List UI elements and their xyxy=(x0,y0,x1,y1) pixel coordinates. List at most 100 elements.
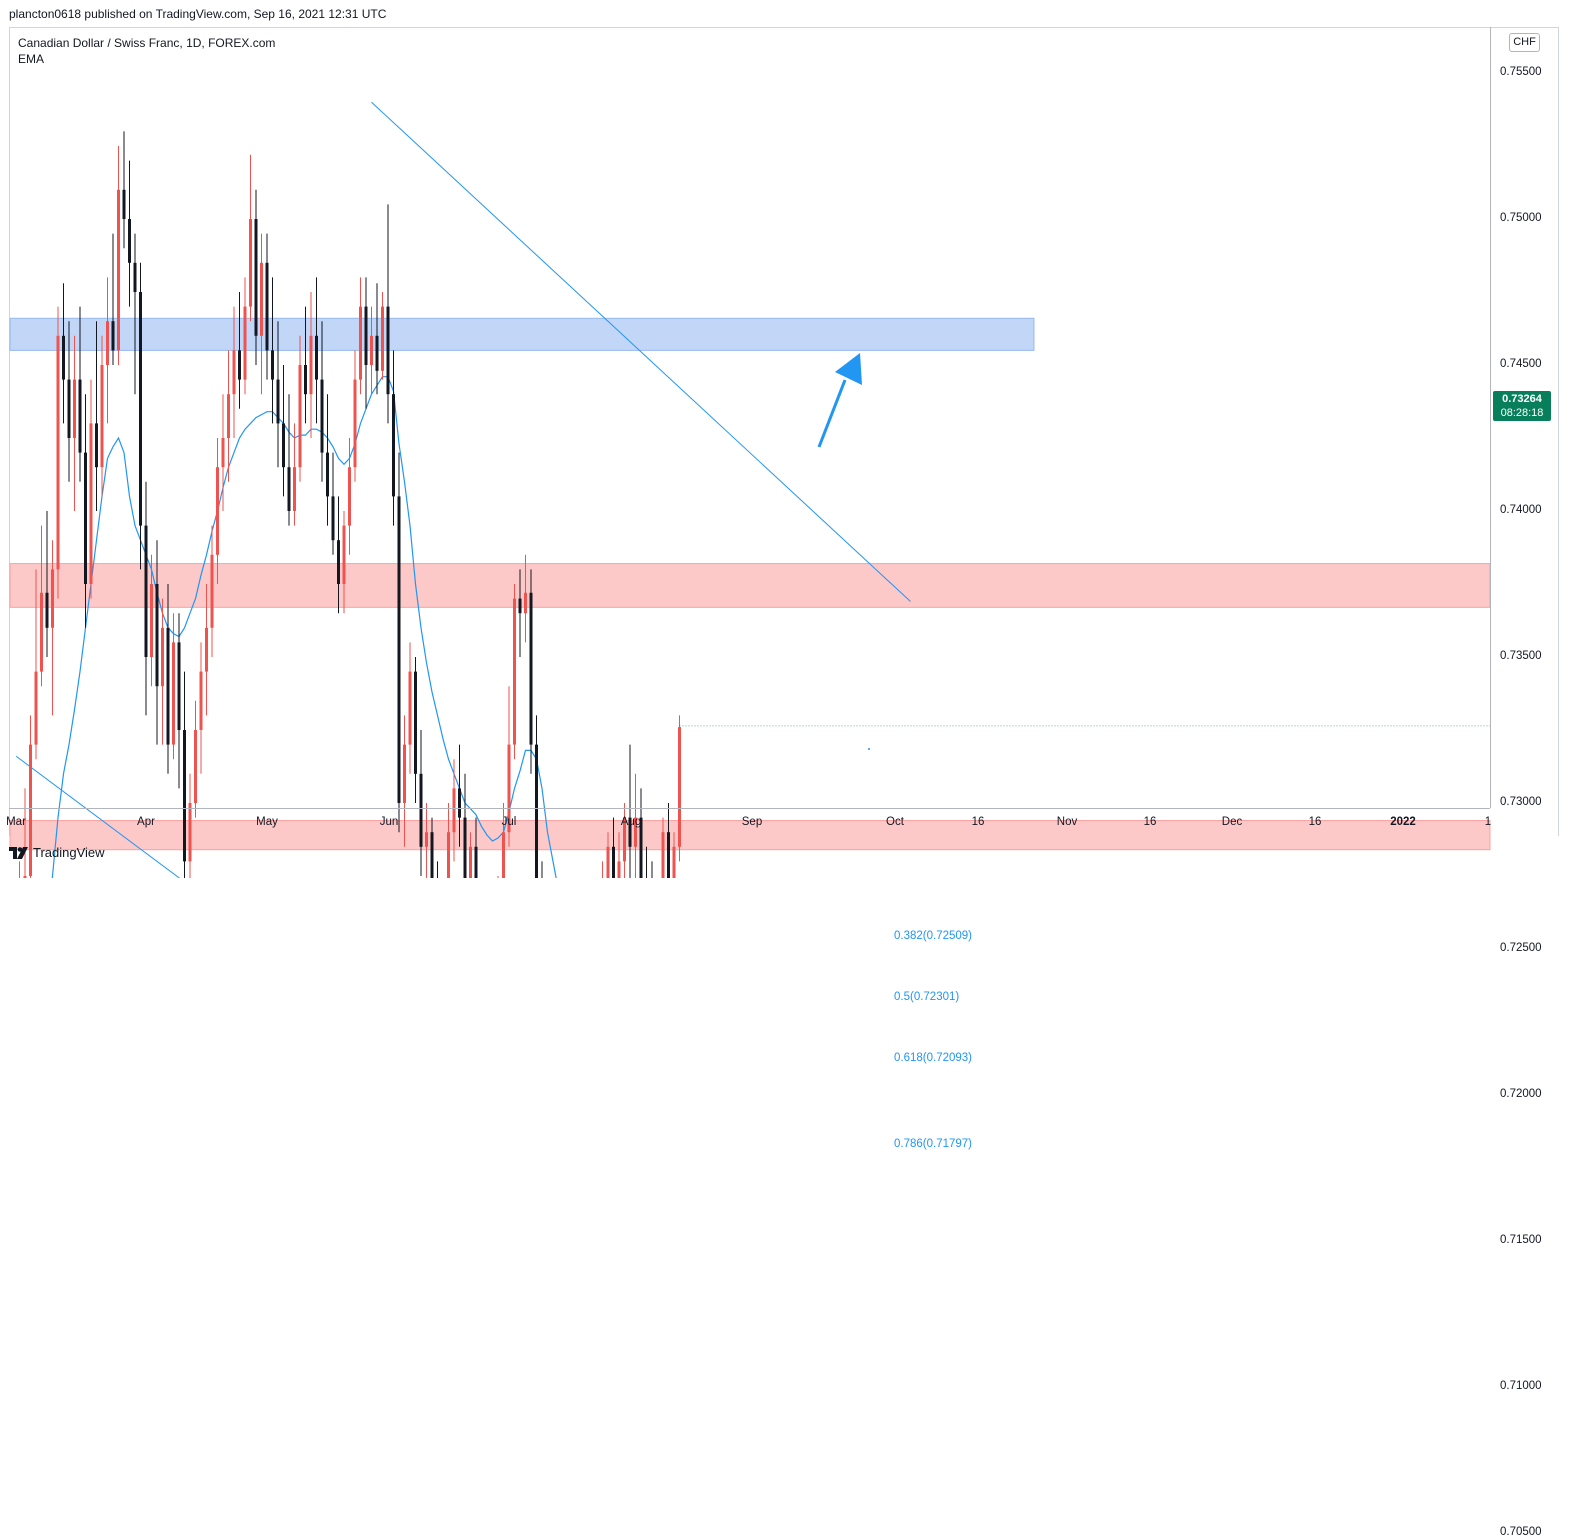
candle-body[interactable] xyxy=(617,861,621,878)
candle-body[interactable] xyxy=(62,335,65,380)
candle-body[interactable] xyxy=(419,773,423,847)
candle-body[interactable] xyxy=(474,846,478,878)
candle-body[interactable] xyxy=(678,727,681,847)
candle-body[interactable] xyxy=(166,627,170,745)
resistance-zone-red-upper[interactable] xyxy=(9,563,1491,608)
candle-body[interactable] xyxy=(29,744,32,876)
candle-body[interactable] xyxy=(375,335,379,371)
candle-body[interactable] xyxy=(606,846,610,878)
support-zone-red-lower[interactable] xyxy=(9,820,1491,851)
candle-body[interactable] xyxy=(183,730,186,862)
candle-body[interactable] xyxy=(513,598,516,745)
candle-body[interactable] xyxy=(205,627,208,672)
candle-body[interactable] xyxy=(408,671,412,745)
candle-body[interactable] xyxy=(342,525,346,584)
candle-body[interactable] xyxy=(348,467,351,526)
candle-body[interactable] xyxy=(254,219,258,336)
candle-body[interactable] xyxy=(612,846,615,878)
legend-symbol[interactable]: Canadian Dollar / Swiss Franc, 1D, FOREX… xyxy=(18,36,276,50)
candle-body[interactable] xyxy=(667,832,670,878)
candle-body[interactable] xyxy=(271,350,274,380)
candle-body[interactable] xyxy=(458,788,461,818)
candle-body[interactable] xyxy=(326,452,329,497)
candle-body[interactable] xyxy=(111,321,115,351)
candle-body[interactable] xyxy=(524,592,527,614)
candle-body[interactable] xyxy=(194,730,197,803)
candle-body[interactable] xyxy=(331,496,335,541)
candle-body[interactable] xyxy=(634,817,637,847)
candle-body[interactable] xyxy=(117,189,120,351)
candle-body[interactable] xyxy=(535,744,538,878)
price-axis[interactable] xyxy=(1490,27,1560,808)
candle-body[interactable] xyxy=(210,554,214,628)
candle-body[interactable] xyxy=(45,592,49,628)
candle-body[interactable] xyxy=(628,817,632,847)
candle-body[interactable] xyxy=(309,335,313,395)
candle-body[interactable] xyxy=(502,832,505,878)
candle-body[interactable] xyxy=(249,219,252,307)
candle-body[interactable] xyxy=(73,379,76,438)
candle-body[interactable] xyxy=(100,365,104,468)
candle-body[interactable] xyxy=(518,598,522,614)
candle-body[interactable] xyxy=(78,379,82,453)
candle-body[interactable] xyxy=(40,592,43,672)
candle-body[interactable] xyxy=(320,379,324,453)
candle-body[interactable] xyxy=(661,832,665,878)
candle-body[interactable] xyxy=(122,189,126,219)
candle-body[interactable] xyxy=(260,262,263,336)
candle-body[interactable] xyxy=(139,292,142,526)
candle-body[interactable] xyxy=(23,876,27,878)
candle-body[interactable] xyxy=(392,394,395,497)
candle-body[interactable] xyxy=(177,642,181,730)
candle-body[interactable] xyxy=(370,335,373,365)
candle-body[interactable] xyxy=(150,584,153,657)
trendline-lower-channel[interactable] xyxy=(15,755,767,878)
candle-body[interactable] xyxy=(172,642,175,745)
candle-body[interactable] xyxy=(133,262,137,292)
candle-body[interactable] xyxy=(293,467,296,511)
candle-body[interactable] xyxy=(430,832,434,878)
candle-body[interactable] xyxy=(353,379,357,468)
candle-body[interactable] xyxy=(265,262,269,351)
candle-body[interactable] xyxy=(227,394,230,438)
candle-body[interactable] xyxy=(452,788,456,833)
candle-body[interactable] xyxy=(298,365,302,468)
resistance-zone-blue[interactable] xyxy=(9,317,1035,351)
candle-body[interactable] xyxy=(397,496,401,803)
candle-body[interactable] xyxy=(34,671,38,745)
candle-body[interactable] xyxy=(447,832,450,878)
candle-body[interactable] xyxy=(155,584,159,687)
candle-body[interactable] xyxy=(282,423,285,468)
candle-body[interactable] xyxy=(315,335,318,380)
time-axis[interactable] xyxy=(9,808,1490,837)
chart-plot[interactable] xyxy=(0,0,1581,878)
arrow-shaft[interactable] xyxy=(817,379,847,448)
candle-body[interactable] xyxy=(403,744,406,803)
candle-body[interactable] xyxy=(364,306,368,365)
candle-body[interactable] xyxy=(287,467,291,511)
candle-body[interactable] xyxy=(639,817,643,878)
candle-body[interactable] xyxy=(188,803,192,862)
candle-body[interactable] xyxy=(469,846,472,878)
candle-body[interactable] xyxy=(95,423,98,468)
candle-body[interactable] xyxy=(216,467,219,555)
candle-body[interactable] xyxy=(161,627,164,687)
legend-indicator-ema[interactable]: EMA xyxy=(18,52,45,66)
candle-body[interactable] xyxy=(386,306,390,395)
candle-body[interactable] xyxy=(463,817,467,878)
candle-body[interactable] xyxy=(51,569,54,628)
trendline-upper-channel[interactable] xyxy=(371,101,911,602)
candle-body[interactable] xyxy=(337,540,340,584)
candle-body[interactable] xyxy=(623,817,626,862)
candle-body[interactable] xyxy=(276,379,280,424)
ema-line[interactable] xyxy=(14,376,691,878)
candle-body[interactable] xyxy=(381,306,384,371)
candle-body[interactable] xyxy=(243,306,247,380)
candle-body[interactable] xyxy=(106,321,109,365)
candle-body[interactable] xyxy=(84,452,87,584)
candle-body[interactable] xyxy=(56,335,60,570)
candle-body[interactable] xyxy=(238,350,241,380)
candle-body[interactable] xyxy=(128,219,131,263)
candle-body[interactable] xyxy=(359,306,362,380)
candle-body[interactable] xyxy=(672,846,676,878)
